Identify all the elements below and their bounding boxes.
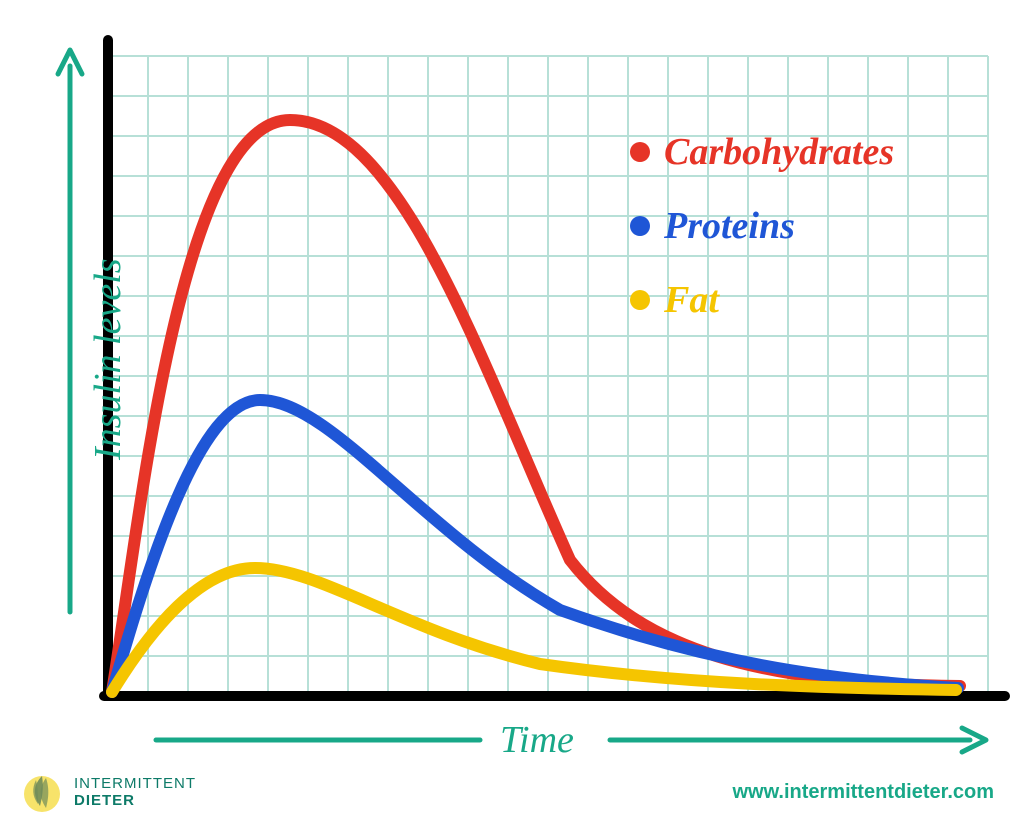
- legend-label: Proteins: [664, 204, 795, 248]
- brand-text: INTERMITTENT DIETER: [74, 775, 196, 809]
- brand-line1: INTERMITTENT: [74, 775, 196, 792]
- legend-item: Proteins: [630, 204, 894, 248]
- site-url[interactable]: www.intermittentdieter.com: [732, 781, 994, 804]
- brand-line2: DIETER: [74, 792, 196, 809]
- brand-logo-icon: [20, 770, 64, 814]
- legend-label: Carbohydrates: [664, 130, 894, 174]
- footer: INTERMITTENT DIETER www.intermittentdiet…: [0, 770, 1024, 814]
- chart-legend: Carbohydrates Proteins Fat: [630, 130, 894, 352]
- x-axis-label: Time: [500, 718, 574, 762]
- legend-dot-icon: [630, 216, 650, 236]
- brand: INTERMITTENT DIETER: [20, 770, 196, 814]
- legend-item: Carbohydrates: [630, 130, 894, 174]
- y-axis-label: Insulin levels: [86, 258, 130, 460]
- insulin-chart: [0, 0, 1024, 760]
- legend-label: Fat: [664, 278, 719, 322]
- legend-dot-icon: [630, 142, 650, 162]
- legend-dot-icon: [630, 290, 650, 310]
- legend-item: Fat: [630, 278, 894, 322]
- chart-canvas: Insulin levels Time Carbohydrates Protein…: [0, 0, 1024, 827]
